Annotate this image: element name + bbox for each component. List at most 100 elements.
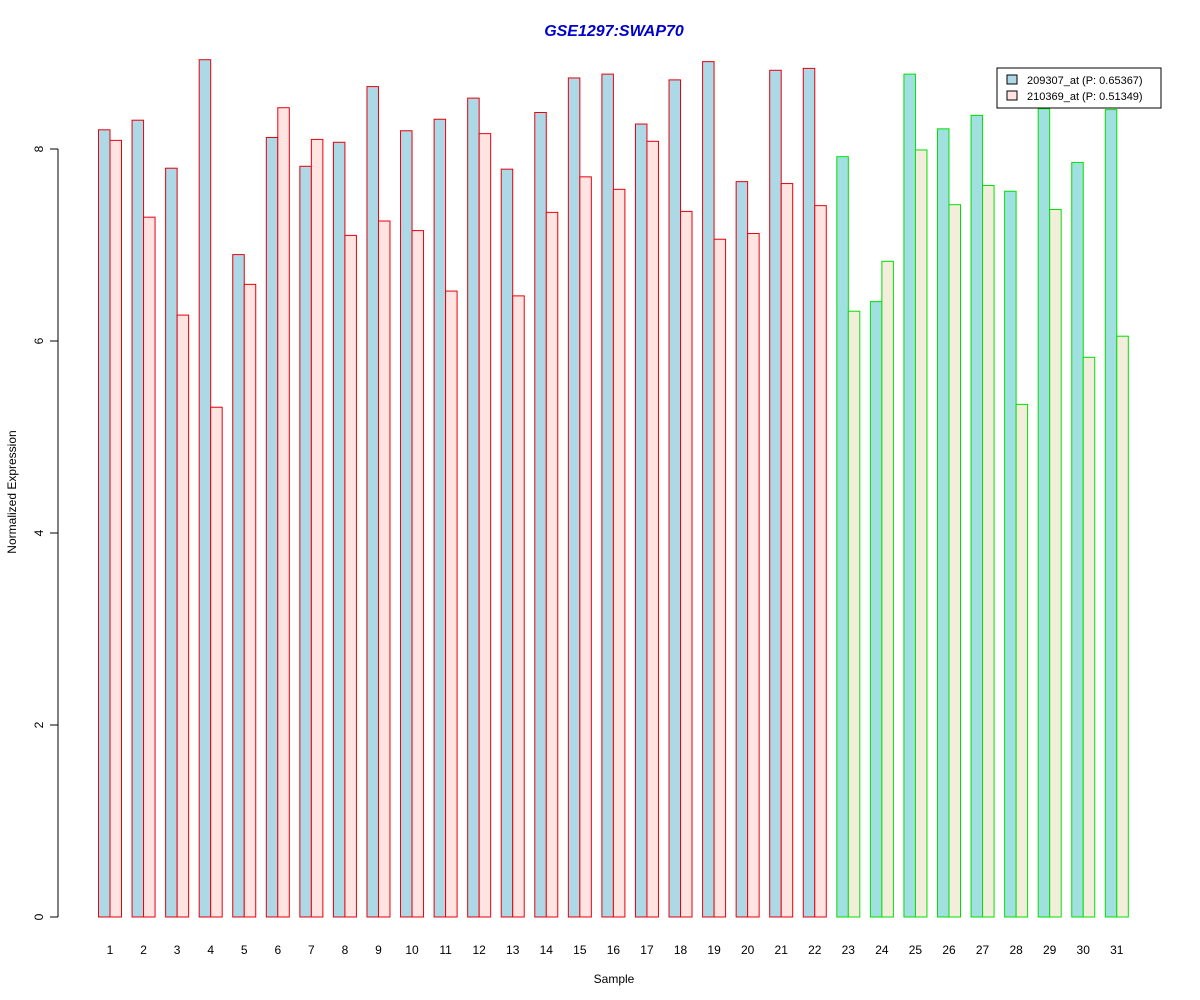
bar-sample-9-series-1 (366, 86, 379, 918)
legend-label-series-1: 209307_at (P: 0.65367) (1027, 75, 1143, 87)
bar-sample-14-series-2 (545, 211, 559, 918)
bar-sample-26-series-2 (948, 204, 961, 918)
bar-sample-15-series-2 (579, 176, 592, 918)
x-tick-label-25: 25 (909, 943, 923, 957)
bar-sample-9-series-2 (377, 220, 391, 918)
bar-sample-30-series-1 (1071, 161, 1084, 918)
bar-sample-16-series-1 (601, 73, 614, 918)
x-tick-label-31: 31 (1110, 943, 1124, 957)
x-tick-label-7: 7 (308, 943, 315, 957)
chart-title: GSE1297:SWAP70 (544, 23, 684, 40)
x-tick-label-12: 12 (472, 943, 486, 957)
bar-sample-8-series-2 (344, 234, 357, 918)
bar-sample-23-series-1 (836, 156, 849, 918)
y-tick-label: 8 (32, 145, 46, 152)
x-tick-label-27: 27 (976, 943, 990, 957)
legend-label-series-2: 210369_at (P: 0.51349) (1027, 91, 1143, 103)
y-axis-title: Normalized Expression (5, 430, 19, 553)
bar-sample-22-series-2 (814, 205, 827, 918)
x-tick-label-16: 16 (607, 943, 621, 957)
bar-sample-28-series-2 (1015, 403, 1029, 918)
bar-sample-8-series-1 (332, 141, 346, 918)
bar-sample-10-series-2 (411, 230, 425, 918)
bar-sample-7-series-1 (299, 165, 312, 918)
bar-sample-18-series-2 (680, 210, 693, 918)
bar-sample-21-series-2 (780, 183, 794, 918)
bar-sample-16-series-2 (612, 188, 626, 918)
bar-sample-22-series-1 (802, 67, 816, 918)
x-tick-label-14: 14 (540, 943, 554, 957)
bar-sample-3-series-1 (165, 167, 178, 918)
bar-sample-12-series-1 (467, 97, 480, 918)
bar-sample-27-series-2 (982, 184, 995, 918)
legend-swatch-series-1 (1006, 74, 1018, 85)
x-tick-label-13: 13 (506, 943, 520, 957)
x-tick-label-20: 20 (741, 943, 755, 957)
bar-sample-29-series-2 (1049, 208, 1062, 918)
bar-sample-23-series-2 (847, 310, 861, 918)
x-axis-labels: 1 2 3 4 5 6 7 8 9 10 11 12 13 14 15 16 17 18 19 20 21 22 23 24 2… (107, 943, 1124, 957)
bar-sample-31-series-1 (1104, 109, 1118, 918)
bar-sample-7-series-2 (310, 138, 324, 918)
bar-sample-1-series-2 (109, 139, 122, 918)
x-tick-label-9: 9 (375, 943, 382, 957)
bar-sample-5-series-2 (243, 283, 257, 918)
x-tick-label-8: 8 (342, 943, 349, 957)
y-axis: 0 2 4 6 8 (32, 145, 59, 920)
x-axis-title: Sample (594, 972, 635, 986)
bar-sample-4-series-1 (198, 59, 212, 918)
bar-sample-14-series-1 (534, 112, 547, 918)
bar-sample-5-series-1 (232, 254, 245, 918)
bar-sample-10-series-1 (400, 130, 413, 918)
x-tick-label-26: 26 (942, 943, 956, 957)
bar-sample-13-series-2 (512, 295, 525, 918)
x-tick-label-18: 18 (674, 943, 688, 957)
y-tick-label: 0 (32, 913, 46, 920)
bar-sample-19-series-2 (713, 238, 727, 918)
bar-sample-21-series-1 (769, 69, 782, 918)
bar-sample-13-series-1 (500, 168, 514, 918)
x-tick-label-1: 1 (107, 943, 114, 957)
bar-sample-2-series-2 (143, 216, 156, 918)
x-tick-label-4: 4 (207, 943, 214, 957)
legend-swatch-series-2 (1006, 90, 1018, 101)
bar-sample-30-series-2 (1082, 356, 1096, 918)
bar-sample-20-series-2 (747, 232, 760, 918)
x-tick-label-2: 2 (140, 943, 147, 957)
x-tick-label-23: 23 (842, 943, 856, 957)
bar-sample-4-series-2 (210, 406, 223, 918)
legend-box (996, 67, 1162, 109)
x-tick-label-21: 21 (775, 943, 789, 957)
y-tick-label: 4 (32, 529, 46, 536)
bar-sample-12-series-2 (478, 133, 492, 918)
x-tick-label-29: 29 (1043, 943, 1057, 957)
x-tick-label-6: 6 (274, 943, 281, 957)
x-tick-label-17: 17 (640, 943, 654, 957)
x-tick-label-15: 15 (573, 943, 587, 957)
bar-sample-25-series-2 (914, 149, 928, 918)
x-tick-label-5: 5 (241, 943, 248, 957)
x-tick-label-11: 11 (439, 943, 452, 957)
x-tick-label-28: 28 (1009, 943, 1023, 957)
bar-sample-27-series-1 (970, 114, 984, 918)
x-tick-label-19: 19 (707, 943, 721, 957)
bar-sample-15-series-1 (567, 77, 581, 918)
bar-sample-3-series-2 (176, 314, 190, 918)
bar-sample-31-series-2 (1116, 335, 1129, 918)
y-tick-label: 6 (32, 337, 46, 344)
bar-sample-19-series-1 (702, 61, 715, 918)
x-tick-label-30: 30 (1077, 943, 1091, 957)
bar-sample-18-series-1 (668, 79, 682, 918)
bar-sample-6-series-2 (277, 107, 290, 918)
bars-group (98, 59, 1129, 918)
bar-sample-11-series-1 (433, 118, 447, 918)
x-tick-label-10: 10 (405, 943, 419, 957)
bar-sample-25-series-1 (903, 73, 916, 918)
bar-sample-2-series-1 (131, 119, 145, 918)
bar-sample-11-series-2 (445, 290, 458, 918)
x-tick-label-22: 22 (808, 943, 822, 957)
bar-sample-24-series-1 (869, 301, 883, 918)
bar-sample-1-series-1 (98, 129, 111, 918)
bar-sample-29-series-1 (1037, 108, 1051, 918)
